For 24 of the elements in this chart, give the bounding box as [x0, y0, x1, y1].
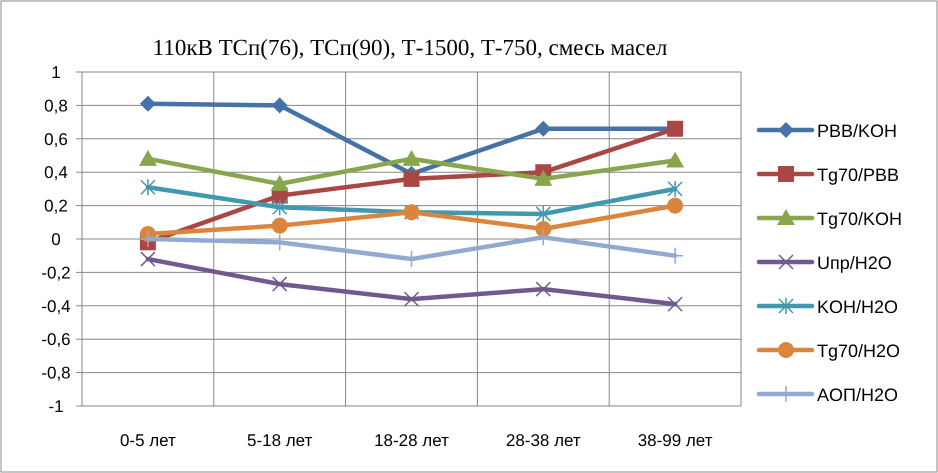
y-tick-label: -0,4 [41, 296, 71, 316]
x-tick-label: 38-99 лет [638, 431, 713, 450]
y-tick-label: 1 [51, 63, 61, 82]
legend-label: PBB/KOH [817, 121, 898, 141]
legend-label: AОП/H2O [817, 385, 898, 405]
legend-label: Uпр/H2O [817, 253, 892, 273]
y-tick-label: 0,2 [44, 196, 68, 216]
y-tick-label: -0,8 [41, 364, 71, 383]
x-tick-label: 0-5 лет [120, 431, 176, 450]
legend-label: Tg70/PBB [817, 165, 900, 185]
legend-label: Tg70/KOH [817, 209, 902, 229]
y-tick-label: 0,8 [44, 96, 68, 116]
y-tick-label: 0,4 [44, 163, 68, 182]
x-tick-label: 5-18 лет [247, 431, 313, 450]
legend-label: Tg70/H2O [817, 341, 900, 361]
x-tick-label: 28-38 лет [506, 431, 581, 450]
y-tick-label: 0 [51, 230, 61, 249]
legend-label: KOH/H2O [817, 297, 898, 317]
y-tick-label: -0,2 [41, 263, 71, 282]
chart-title: 110кВ ТСп(76), ТСп(90), Т-1500, Т-750, смесь масел [152, 35, 668, 60]
y-tick-label: -1 [48, 397, 64, 416]
y-tick-label: 0,6 [44, 130, 68, 149]
x-tick-label: 18-28 лет [374, 431, 450, 450]
y-tick-label: -0,6 [41, 330, 71, 350]
